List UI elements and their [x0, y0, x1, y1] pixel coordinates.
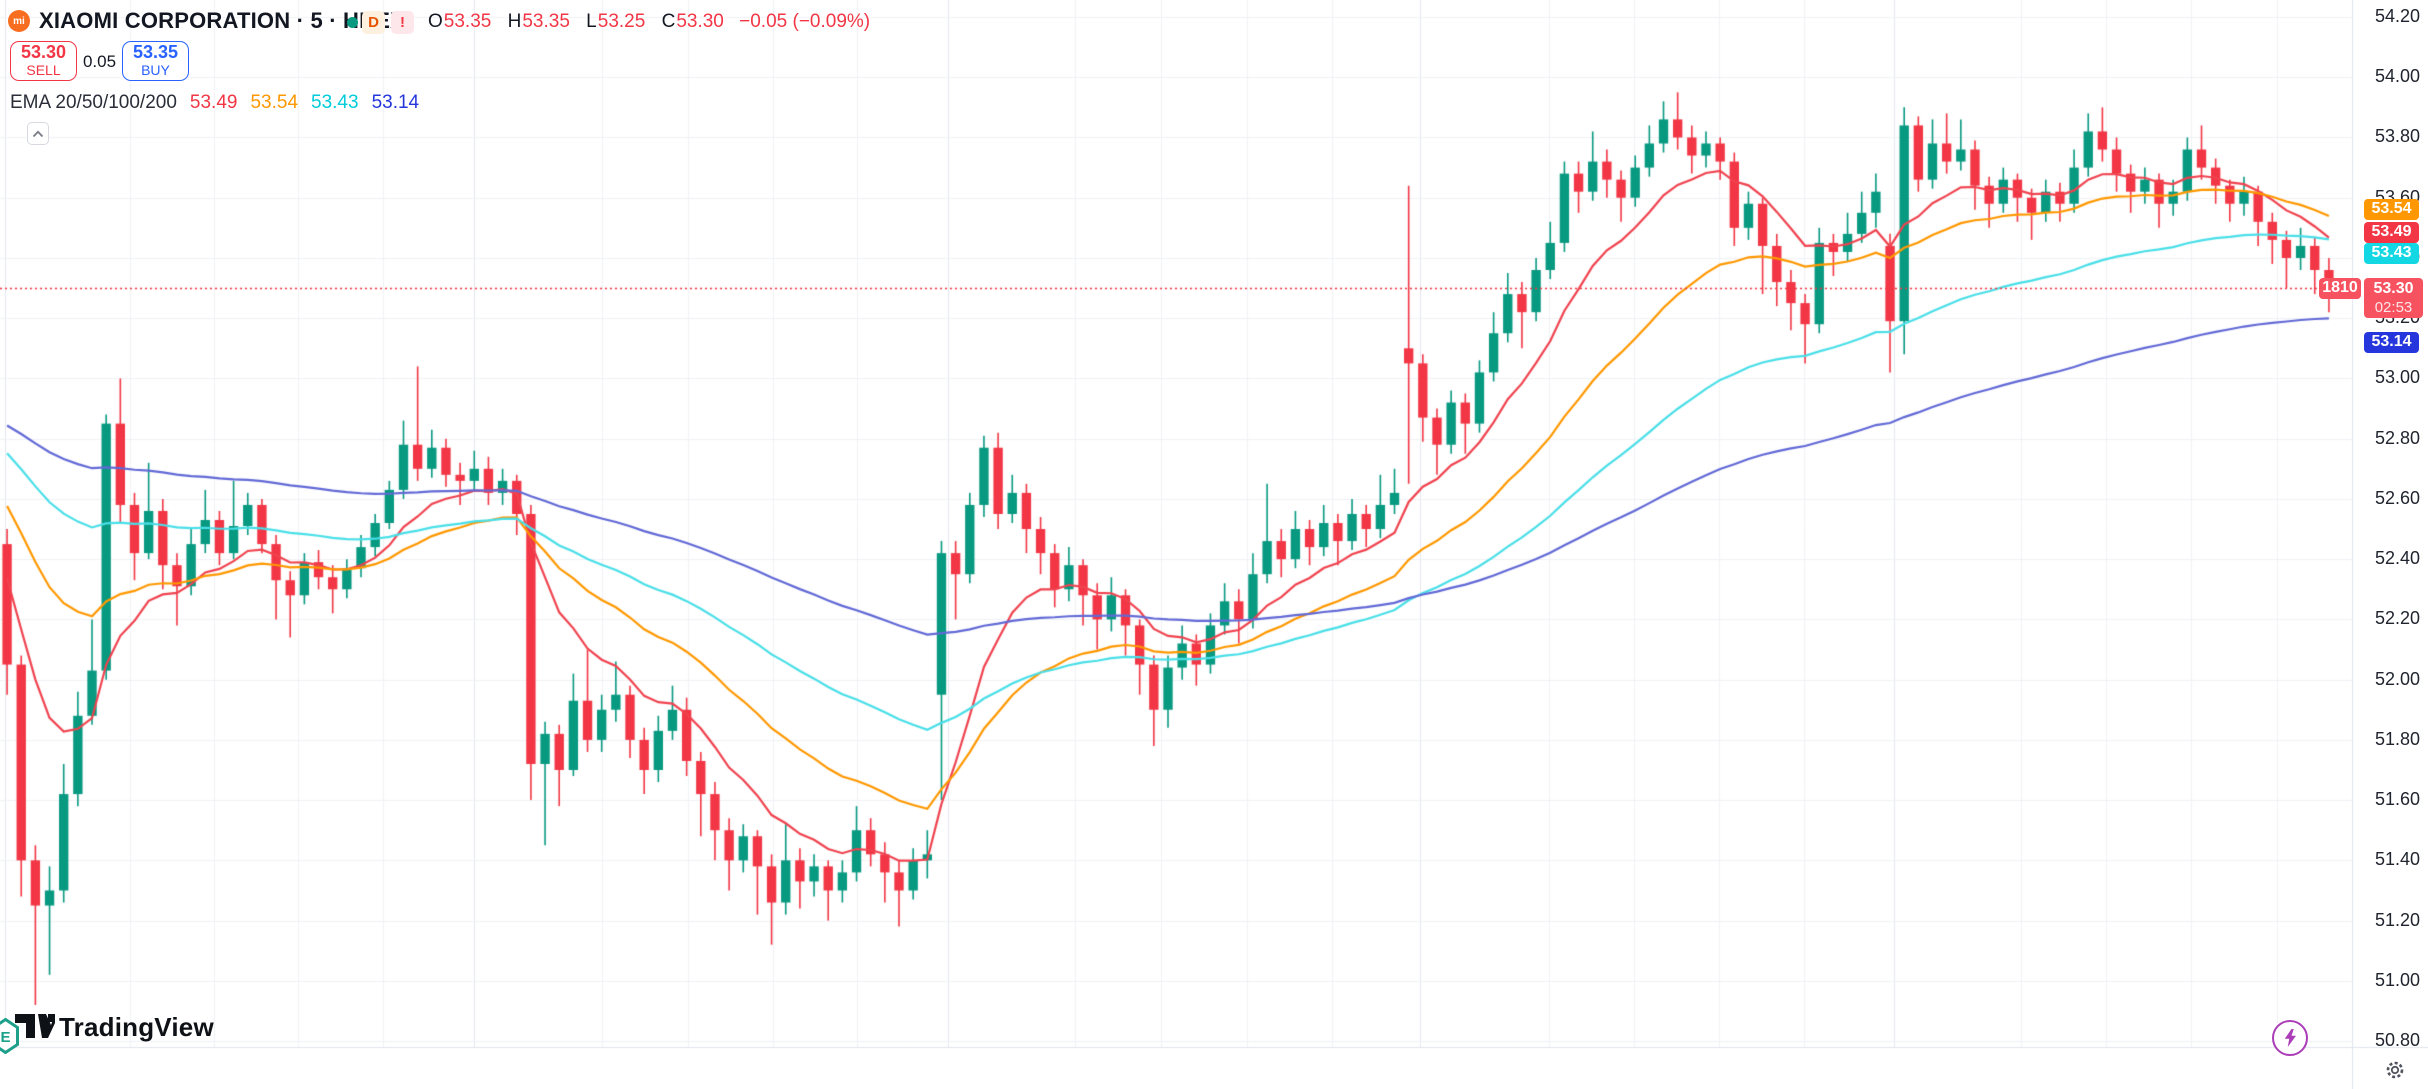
- svg-text:E: E: [0, 1029, 10, 1046]
- ohlc-readout: O53.35 H53.35 L53.25 C53.30 −0.05 (−0.09…: [428, 11, 870, 33]
- price-tick-label: 52.00: [2375, 668, 2421, 689]
- alert-badge[interactable]: !: [391, 11, 414, 34]
- last-price-value: 53.30: [2373, 280, 2414, 298]
- sell-price: 53.30: [20, 42, 67, 63]
- instant-trading-button[interactable]: [2272, 1020, 2308, 1056]
- close-value: 53.30: [676, 11, 724, 32]
- ema50-value: 53.54: [250, 92, 299, 113]
- time-axis[interactable]: 2003:0005:0006:0007:002103:0005:0006:000…: [0, 1047, 2428, 1089]
- high-label: H: [507, 11, 522, 32]
- price-tick-label: 51.60: [2375, 789, 2421, 810]
- economic-badge: E: [0, 1017, 19, 1055]
- price-tick-label: 53.00: [2375, 367, 2421, 388]
- price-tick-label: 54.20: [2375, 6, 2421, 26]
- ema20-price-pill: 53.49: [2364, 221, 2419, 243]
- tradingview-brand-text[interactable]: TradingView: [59, 1012, 214, 1042]
- close-label: C: [661, 11, 676, 32]
- buy-button[interactable]: 53.35 BUY: [122, 41, 189, 81]
- price-tick-label: 52.20: [2375, 608, 2421, 629]
- change-value: −0.05 (−0.09%): [739, 11, 871, 32]
- ema20-value: 53.49: [189, 92, 238, 113]
- price-tick-label: 52.80: [2375, 427, 2421, 448]
- open-label: O: [428, 11, 443, 32]
- interval-badge[interactable]: D: [362, 11, 385, 34]
- buy-label: BUY: [141, 62, 170, 79]
- symbol-title[interactable]: XIAOMI CORPORATION · 5 · HKEX: [39, 8, 405, 33]
- ema-indicator-legend: EMA 20/50/100/200 53.49 53.54 53.43 53.14: [10, 92, 432, 114]
- price-tick-label: 51.80: [2375, 728, 2421, 749]
- buy-price: 53.35: [132, 42, 179, 63]
- sell-label: SELL: [26, 62, 61, 79]
- price-tick-label: 53.80: [2375, 126, 2421, 147]
- gear-icon: [2386, 1061, 2404, 1079]
- axis-settings-button[interactable]: [2385, 1060, 2405, 1080]
- price-tick-label: 52.40: [2375, 548, 2421, 569]
- price-tick-label: 52.60: [2375, 487, 2421, 508]
- position-qty-pill[interactable]: 1810: [2319, 277, 2361, 299]
- open-value: 53.35: [443, 11, 492, 32]
- ema100-value: 53.43: [311, 92, 359, 113]
- price-tick-label: 51.40: [2375, 849, 2421, 870]
- e-shield-icon: E: [0, 1017, 19, 1055]
- ema200-value: 53.14: [371, 92, 420, 113]
- chevron-up-icon: [32, 129, 44, 137]
- price-tick-label: 54.00: [2375, 66, 2421, 87]
- xiaomi-logo-icon: mi: [8, 10, 30, 32]
- tradingview-logo-icon[interactable]: [15, 1011, 55, 1047]
- low-value: 53.25: [597, 11, 646, 32]
- low-label: L: [586, 11, 597, 32]
- ema-legend-label: EMA 20/50/100/200: [10, 92, 177, 113]
- high-value: 53.35: [522, 11, 570, 32]
- price-axis[interactable]: 54.2054.0053.8053.6053.4053.2053.0052.80…: [2352, 0, 2428, 1050]
- ema100-price-pill: 53.43: [2364, 242, 2419, 264]
- spread-value: 0.05: [82, 52, 117, 71]
- ema50-price-pill: 53.54: [2364, 198, 2419, 220]
- lightning-icon: [2284, 1029, 2296, 1047]
- collapse-legend-button[interactable]: [27, 122, 49, 145]
- price-tick-label: 51.00: [2375, 969, 2421, 990]
- market-status-dot-icon: [347, 17, 358, 28]
- bar-countdown: 02:53: [2374, 298, 2413, 316]
- sell-button[interactable]: 53.30 SELL: [10, 41, 77, 81]
- price-tick-label: 51.20: [2375, 909, 2421, 930]
- ema200-price-pill: 53.14: [2364, 331, 2419, 353]
- price-tick-label: 50.80: [2375, 1030, 2421, 1051]
- last-price-pill: 53.30 02:53: [2364, 278, 2423, 318]
